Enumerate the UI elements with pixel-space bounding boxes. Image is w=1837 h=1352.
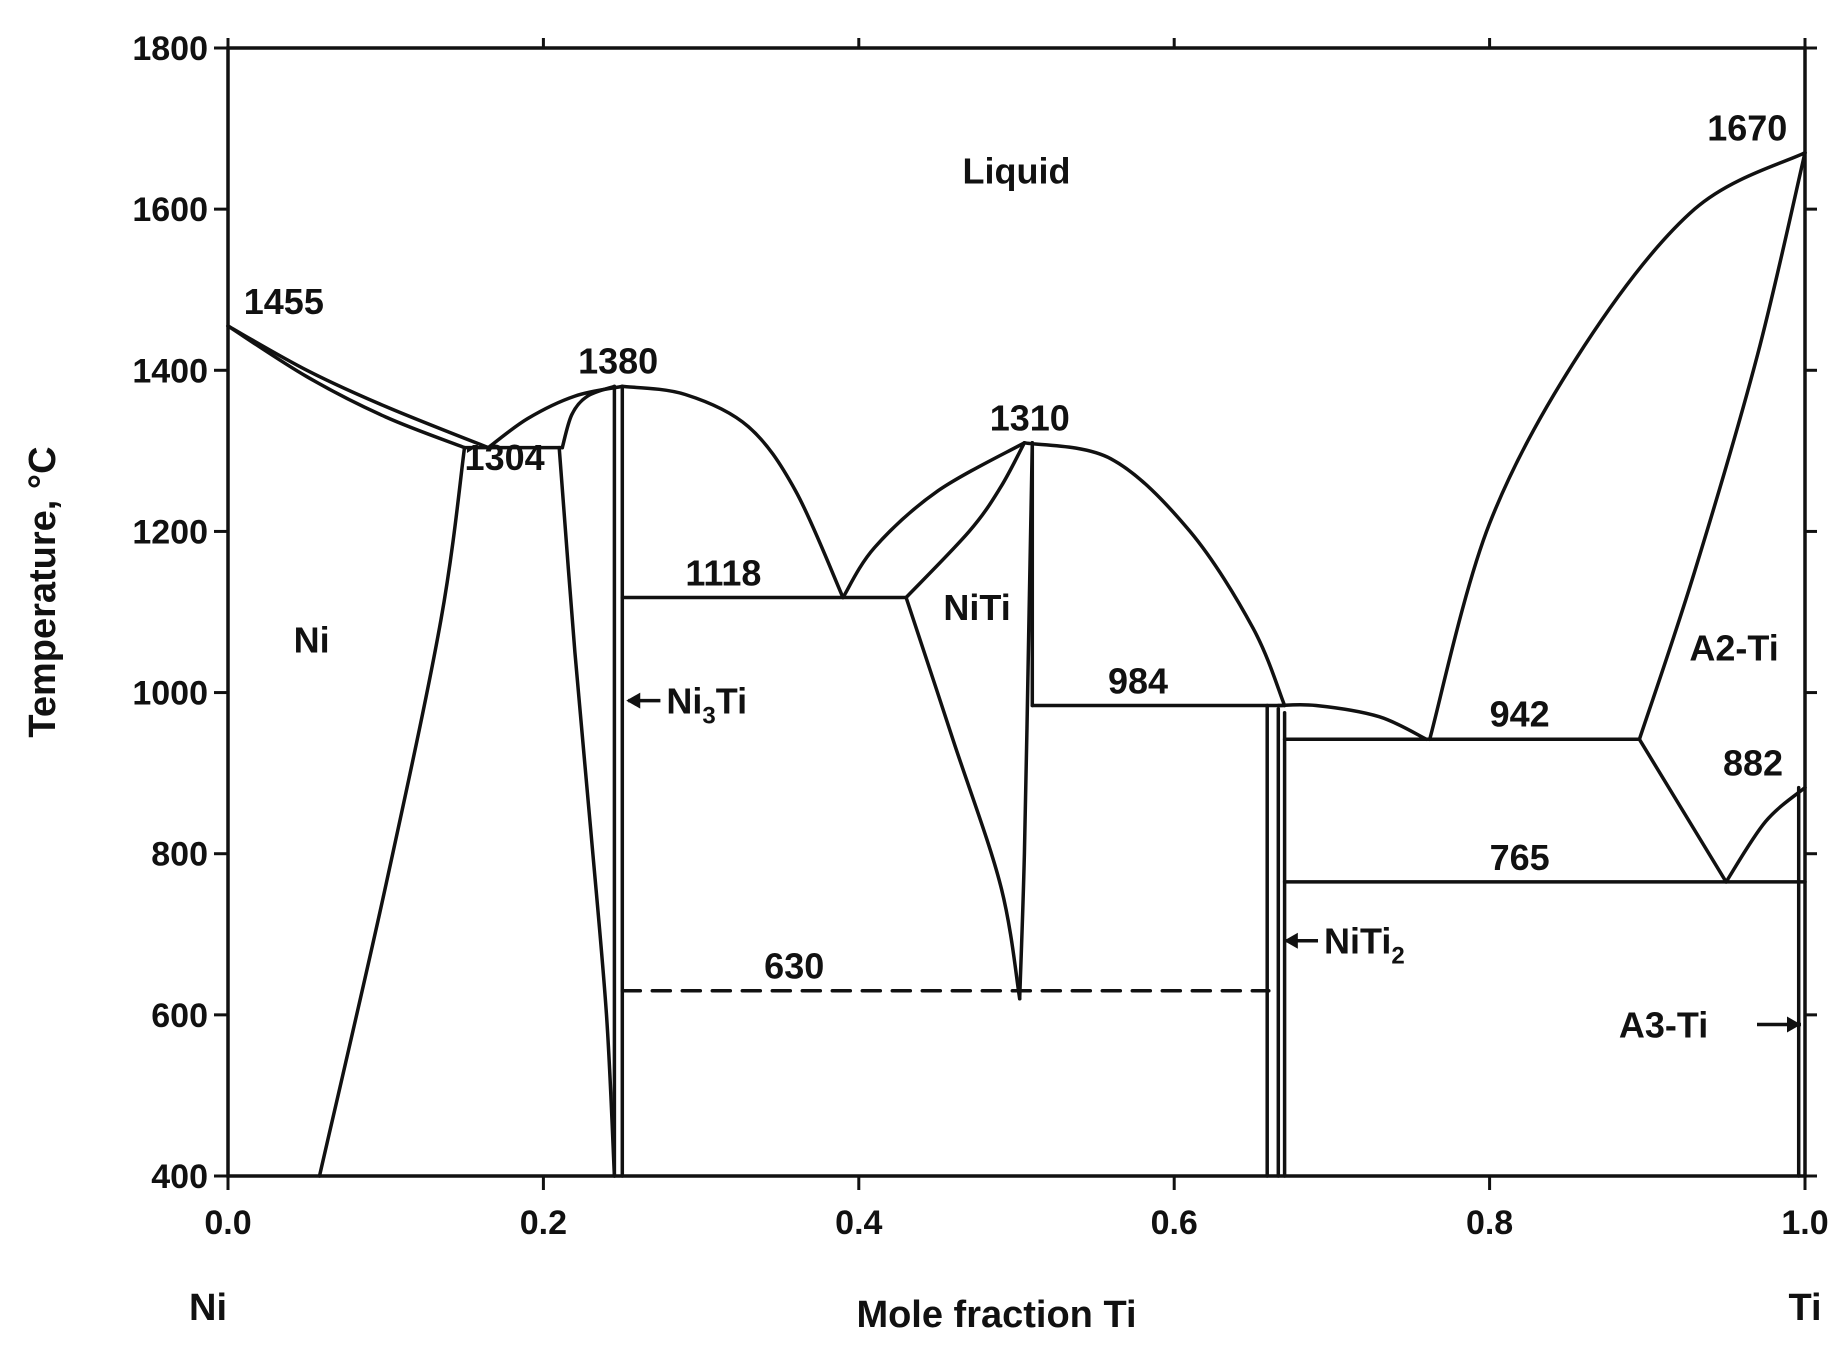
arrow-label-text: A3-Ti (1619, 1005, 1708, 1046)
phase-label: Liquid (963, 150, 1071, 191)
phase-boundary-10 (841, 441, 1027, 600)
arrow-head (1787, 1016, 1801, 1033)
temperature-label: 882 (1723, 743, 1783, 784)
x-tick-label: 0.0 (204, 1204, 251, 1242)
phase-boundary-25 (1637, 150, 1807, 742)
y-tick-label: 1600 (132, 191, 208, 229)
temperature-label: 942 (1490, 693, 1550, 734)
phase-boundary-27 (1724, 785, 1807, 884)
phase-label: Ni (294, 619, 330, 660)
y-tick-label: 1800 (132, 30, 208, 68)
phase-boundary-0 (226, 324, 490, 450)
temperature-label: 765 (1490, 837, 1550, 878)
phase-boundary-14 (1017, 441, 1035, 1001)
x-end-label-left: Ni (189, 1287, 227, 1329)
temperature-label: 1380 (578, 341, 658, 382)
y-tick-label: 1200 (132, 513, 208, 551)
arrow-label: NiTi2 (1283, 921, 1405, 970)
phase-boundary-16 (1022, 441, 1287, 708)
x-tick-label: 0.6 (1151, 1204, 1198, 1242)
y-tick-label: 1400 (132, 352, 208, 390)
temperature-label: 1310 (990, 398, 1070, 439)
arrow-head (1283, 932, 1298, 949)
temperature-label: 984 (1108, 660, 1168, 701)
x-axis-title: Mole fraction Ti (856, 1294, 1136, 1336)
phase-boundary-3 (317, 445, 467, 1178)
axes: 400 600 800 1000 1200 1400 1600 1800 0.0 0.2 0.4 0.… (22, 30, 1829, 1336)
temperature-label: 1304 (465, 437, 545, 478)
phase-boundary-24 (1427, 150, 1807, 742)
x-tick-label: 0.4 (835, 1204, 882, 1242)
temperature-label: 1118 (685, 552, 761, 593)
annotations: Liquid Ni NiTi A2-Ti 1455 1304 1380 1118 1310 984… (244, 108, 1801, 1046)
plot-frame (226, 46, 1807, 1178)
temperature-label: 630 (764, 946, 824, 987)
phase-boundary-13 (904, 595, 1022, 1001)
y-tick-label: 800 (151, 836, 208, 874)
arrow-head (626, 692, 641, 709)
phase-boundary-5 (560, 384, 617, 450)
temperature-label: 1455 (244, 281, 324, 322)
arrow-label: Ni3Ti (626, 681, 747, 730)
phase-label: A2-Ti (1689, 627, 1778, 668)
temperature-label: 1670 (1707, 108, 1787, 149)
phase-boundary-6 (557, 445, 617, 1178)
x-end-label-right: Ti (1788, 1287, 1821, 1329)
phase-boundary-1 (226, 324, 467, 450)
y-tick-label: 600 (151, 997, 208, 1035)
y-axis-title: Temperature, °C (22, 446, 64, 737)
phase-label: NiTi (943, 587, 1010, 628)
phase-boundary-22 (1276, 702, 1429, 742)
phase-boundaries (226, 150, 1807, 1178)
y-tick-label: 1000 (132, 675, 208, 713)
y-tick-label: 400 (151, 1158, 208, 1196)
x-tick-label: 1.0 (1781, 1204, 1828, 1242)
arrow-label-text: Ni3Ti (666, 681, 747, 730)
phase-boundary-9 (620, 384, 845, 600)
phase-boundary-26 (1637, 737, 1728, 884)
arrow-label: A3-Ti (1619, 1005, 1801, 1046)
phase-boundary-11 (904, 441, 1027, 600)
x-tick-label: 0.2 (520, 1204, 567, 1242)
arrow-label-text: NiTi2 (1324, 921, 1405, 970)
x-tick-label: 0.8 (1466, 1204, 1513, 1242)
